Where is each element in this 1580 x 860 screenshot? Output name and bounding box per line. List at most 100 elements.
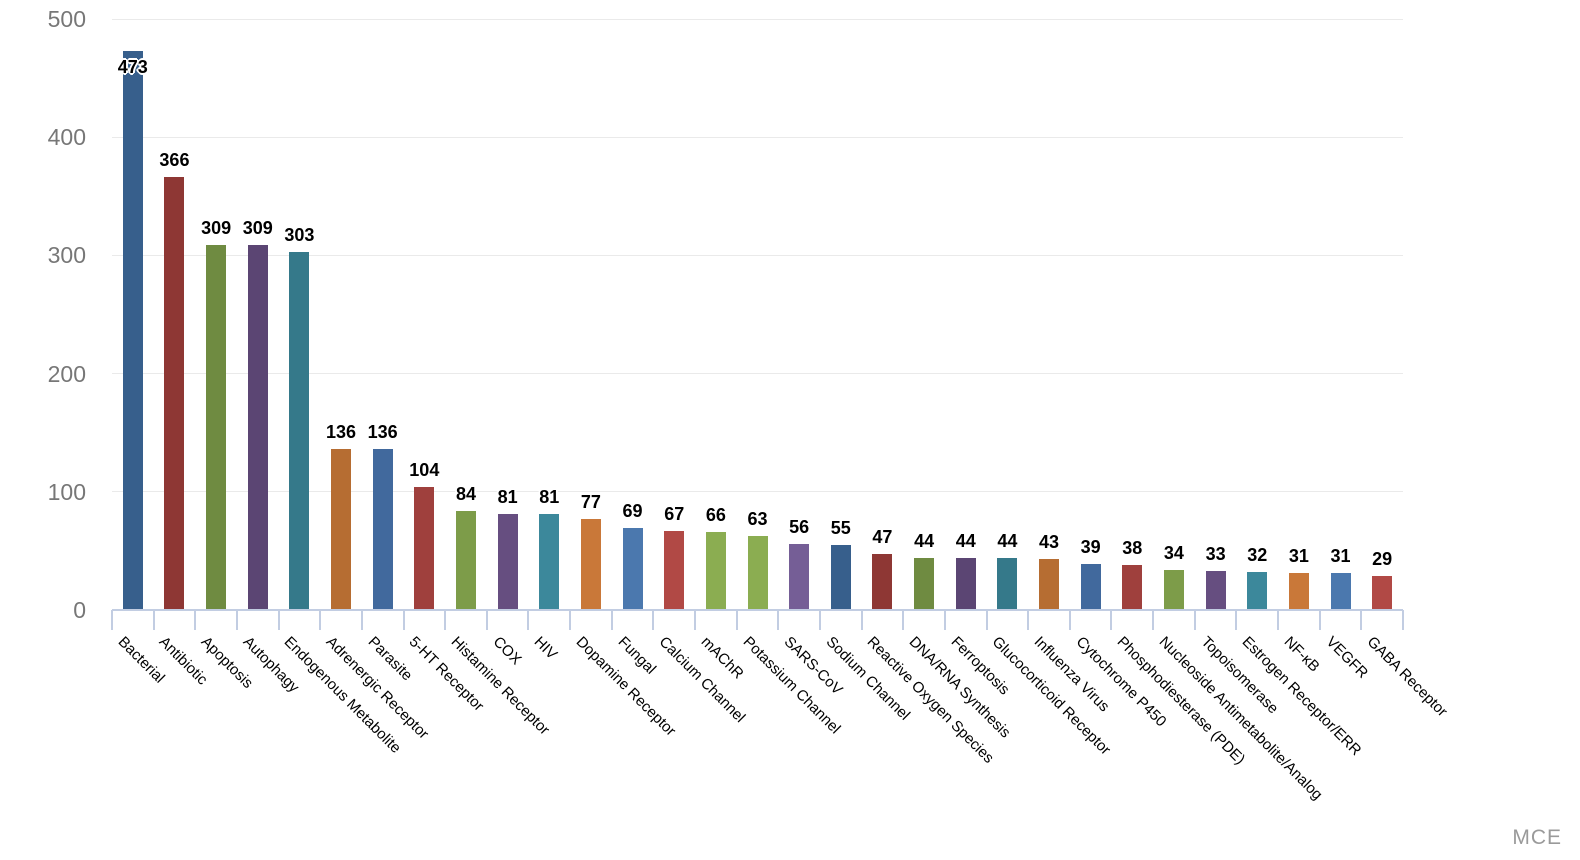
bar-machr[interactable]	[705, 531, 726, 610]
x-axis-tick	[694, 610, 697, 630]
bar-nf-b[interactable]	[1288, 573, 1309, 610]
x-axis-tick	[235, 610, 238, 630]
x-axis-tick	[1235, 610, 1238, 630]
bar-antibiotic[interactable]	[164, 177, 185, 610]
x-axis-tick	[402, 610, 405, 630]
gridline-500	[112, 18, 1403, 20]
bar-value-label: 39	[1080, 536, 1101, 557]
bar-value-label: 309	[242, 217, 273, 238]
bar-value-label: 33	[1205, 543, 1226, 564]
bar-apoptosis[interactable]	[206, 244, 227, 610]
x-axis-tick	[360, 610, 363, 630]
y-axis-tick-label: 500	[47, 6, 86, 32]
bar-glucocorticoid-receptor[interactable]	[997, 557, 1018, 610]
x-axis-tick	[652, 610, 655, 630]
bar-histamine-receptor[interactable]	[455, 510, 476, 610]
bar-endogenous-metabolite[interactable]	[289, 251, 310, 610]
x-axis-tick	[1193, 610, 1196, 630]
bar-value-label: 303	[284, 224, 315, 245]
x-axis-tick	[111, 610, 113, 630]
bar-value-label: 81	[497, 487, 518, 508]
category-label: VEGFR	[1322, 633, 1371, 682]
bar-sars-cov[interactable]	[789, 543, 810, 610]
bar-parasite[interactable]	[372, 449, 393, 610]
bar-cytochrome-p450[interactable]	[1080, 563, 1101, 610]
bar-sodium-channel[interactable]	[830, 544, 851, 610]
bar-estrogen-receptor-err[interactable]	[1247, 572, 1268, 610]
gridline-300	[112, 254, 1403, 256]
x-axis-tick	[319, 610, 322, 630]
y-axis-tick-label: 200	[47, 360, 86, 387]
bar-reactive-oxygen-species[interactable]	[872, 554, 893, 610]
bar-value-label: 69	[622, 501, 643, 522]
x-axis-tick	[1277, 610, 1280, 630]
bar-value-label: 67	[664, 503, 685, 524]
category-label: COX	[489, 633, 525, 669]
bar-value-label: 77	[580, 491, 601, 512]
bar-autophagy[interactable]	[247, 244, 268, 610]
category-label: HIV	[530, 633, 561, 664]
bar-value-label: 31	[1330, 546, 1351, 567]
bar-nucleoside-antimetabolite-analog[interactable]	[1163, 569, 1184, 610]
bar-vegfr[interactable]	[1330, 573, 1351, 610]
bar-value-label: 34	[1163, 542, 1184, 563]
bar-value-label: 84	[455, 483, 476, 504]
bar-value-label: 55	[830, 517, 851, 538]
bar-value-label: 66	[705, 504, 726, 525]
x-axis-tick	[569, 610, 572, 630]
bar-dna-rna-synthesis[interactable]	[914, 557, 935, 610]
bar-topoisomerase[interactable]	[1205, 570, 1226, 610]
bar-potassium-channel[interactable]	[747, 535, 768, 610]
bar-value-label: 47	[872, 527, 893, 548]
bar-value-label: 136	[367, 422, 398, 443]
y-axis-tick-label: 0	[73, 597, 86, 623]
bar-ferroptosis[interactable]	[955, 557, 976, 610]
x-axis-tick	[902, 610, 905, 630]
bar-gaba-receptor[interactable]	[1372, 575, 1393, 610]
gridline-400	[112, 136, 1403, 138]
bar-adrenergic-receptor[interactable]	[331, 449, 352, 610]
category-label: 5-HT Receptor	[406, 633, 488, 715]
bar-value-label: 473	[117, 56, 148, 77]
bar-calcium-channel[interactable]	[664, 530, 685, 610]
bar-cox[interactable]	[497, 514, 518, 610]
bar-dopamine-receptor[interactable]	[580, 518, 601, 610]
bar-value-label: 309	[201, 217, 232, 238]
x-axis-tick	[277, 610, 280, 630]
gridline-200	[112, 373, 1403, 375]
bar-value-label: 56	[789, 516, 810, 537]
bar-bacterial[interactable]	[122, 50, 143, 610]
bar-value-label: 44	[914, 530, 935, 551]
gridline-100	[112, 491, 1403, 493]
x-axis-tick	[985, 610, 988, 630]
bar-value-label: 366	[159, 150, 190, 171]
bar-phosphodiesterase-pde-[interactable]	[1122, 565, 1143, 610]
bar-value-label: 38	[1122, 538, 1143, 559]
bar-value-label: 31	[1288, 546, 1309, 567]
x-axis-tick	[1152, 610, 1155, 630]
y-axis-tick-label: 300	[47, 242, 86, 269]
y-axis-tick-label: 100	[47, 478, 86, 505]
x-axis-tick	[1068, 610, 1071, 630]
x-axis-tick	[1402, 610, 1404, 630]
bar-fungal[interactable]	[622, 528, 643, 610]
bar-value-label: 43	[1039, 532, 1060, 553]
x-axis-line	[112, 609, 1403, 611]
y-axis-tick-label: 400	[47, 124, 86, 151]
x-axis-tick	[194, 610, 197, 630]
x-axis-tick	[527, 610, 530, 630]
bar-value-label: 29	[1372, 548, 1393, 569]
bar-5-ht-receptor[interactable]	[414, 487, 435, 610]
bar-value-label: 63	[747, 508, 768, 529]
x-axis-tick	[777, 610, 780, 630]
bar-influenza-virus[interactable]	[1039, 559, 1060, 610]
x-axis-tick	[1360, 610, 1363, 630]
x-axis-tick	[1027, 610, 1030, 630]
x-axis-tick	[1110, 610, 1113, 630]
bar-value-label: 44	[997, 530, 1018, 551]
x-axis-tick	[1318, 610, 1321, 630]
x-axis-tick	[444, 610, 447, 630]
bar-hiv[interactable]	[539, 514, 560, 610]
bar-value-label: 104	[409, 460, 440, 481]
